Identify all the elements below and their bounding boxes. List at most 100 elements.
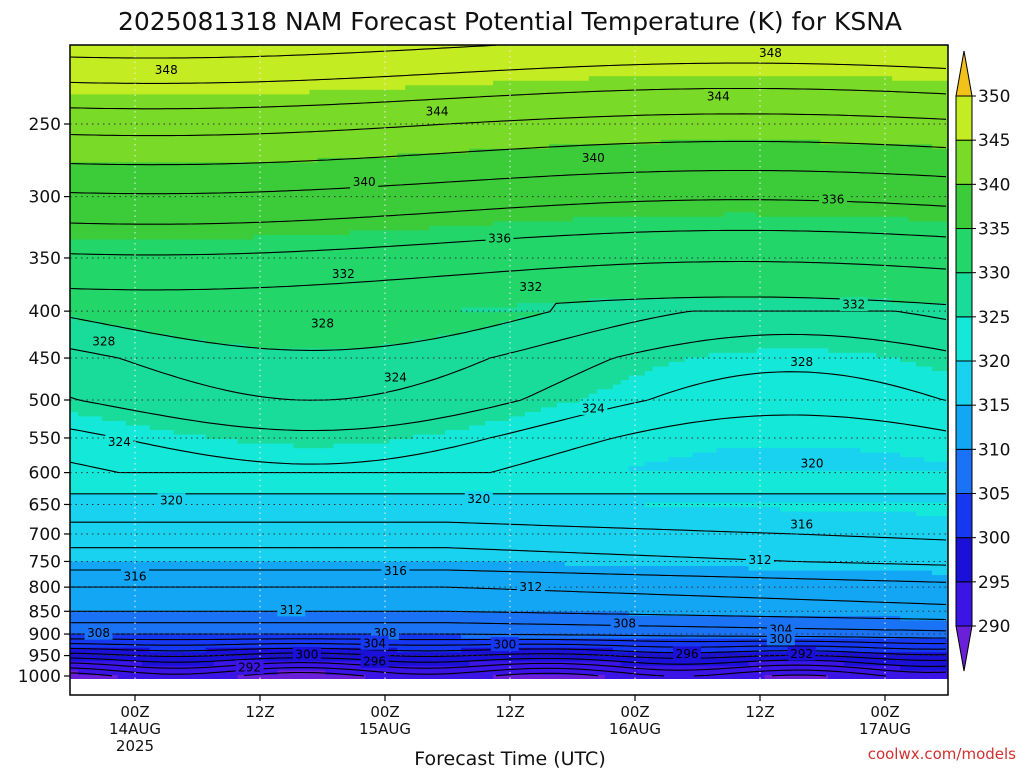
field-cell (421, 176, 430, 182)
field-cell (684, 234, 694, 241)
field-cell (397, 194, 406, 200)
field-cell (572, 244, 582, 250)
field-cell (117, 166, 127, 173)
field-cell (293, 212, 303, 218)
field-cell (548, 216, 558, 223)
field-cell (540, 135, 550, 141)
field-cell (764, 107, 773, 114)
field-cell (788, 153, 797, 159)
field-cell (804, 212, 813, 218)
field-cell (636, 98, 646, 105)
field-cell (708, 153, 718, 159)
field-cell (772, 194, 781, 200)
field-cell (437, 135, 446, 141)
field-cell (253, 107, 263, 114)
field-cell (485, 85, 494, 91)
field-cell (620, 117, 630, 123)
field-cell (309, 139, 319, 146)
field-cell (844, 117, 853, 123)
field-cell (85, 112, 95, 119)
field-cell (836, 45, 845, 51)
field-cell (916, 180, 925, 187)
field-cell (516, 49, 526, 55)
field-cell (165, 230, 175, 236)
field-cell (325, 148, 334, 155)
field-cell (652, 103, 662, 109)
field-cell (469, 216, 478, 223)
field-cell (812, 207, 821, 214)
field-cell (389, 148, 398, 155)
field-cell (461, 130, 470, 137)
field-cell (485, 67, 494, 73)
field-cell (804, 216, 813, 223)
field-cell (421, 98, 430, 105)
field-cell (397, 62, 406, 69)
field-cell (293, 148, 303, 155)
field-cell (532, 166, 542, 173)
field-cell (173, 225, 183, 232)
field-cell (940, 198, 948, 205)
field-cell (333, 107, 342, 114)
field-cell (109, 244, 119, 250)
field-cell (892, 157, 901, 164)
field-cell (900, 107, 909, 114)
field-cell (652, 166, 662, 173)
field-cell (189, 153, 199, 159)
field-cell (389, 135, 398, 141)
field-cell (540, 230, 550, 236)
field-cell (780, 153, 789, 159)
field-cell (796, 212, 805, 218)
field-cell (285, 194, 295, 200)
field-cell (453, 126, 462, 132)
field-cell (341, 189, 350, 196)
field-cell (125, 103, 135, 109)
field-cell (405, 203, 414, 209)
field-cell (189, 216, 199, 223)
field-cell (932, 139, 941, 146)
field-cell (820, 45, 829, 51)
field-cell (844, 189, 853, 196)
field-cell (548, 112, 558, 119)
field-cell (445, 221, 454, 227)
field-cell (548, 244, 558, 250)
field-cell (229, 135, 239, 141)
field-cell (93, 139, 103, 146)
field-cell (309, 180, 319, 187)
field-cell (796, 166, 805, 173)
field-cell (205, 166, 215, 173)
field-cell (413, 216, 422, 223)
field-cell (493, 221, 502, 227)
field-cell (477, 98, 486, 105)
field-cell (516, 230, 526, 236)
field-cell (516, 212, 526, 218)
field-cell (844, 89, 853, 96)
field-cell (253, 58, 263, 64)
field-cell (692, 103, 702, 109)
field-cell (708, 45, 718, 51)
field-cell (101, 53, 111, 60)
field-cell (604, 89, 614, 96)
field-cell (405, 58, 414, 64)
field-cell (317, 112, 327, 119)
field-cell (780, 121, 789, 128)
field-cell (748, 67, 758, 73)
field-cell (636, 162, 646, 168)
field-cell (884, 225, 893, 232)
field-cell (644, 135, 654, 141)
field-cell (732, 76, 742, 82)
field-cell (149, 148, 159, 155)
field-cell (916, 244, 925, 250)
field-cell (77, 130, 87, 137)
field-cell (157, 130, 167, 137)
field-cell (716, 45, 726, 51)
field-cell (70, 94, 79, 100)
field-cell (245, 85, 255, 91)
field-cell (261, 62, 271, 69)
field-cell (532, 176, 542, 182)
field-cell (197, 166, 207, 173)
field-cell (101, 98, 111, 105)
field-cell (628, 162, 638, 168)
field-cell (253, 117, 263, 123)
field-cell (588, 49, 598, 55)
field-cell (261, 239, 271, 246)
